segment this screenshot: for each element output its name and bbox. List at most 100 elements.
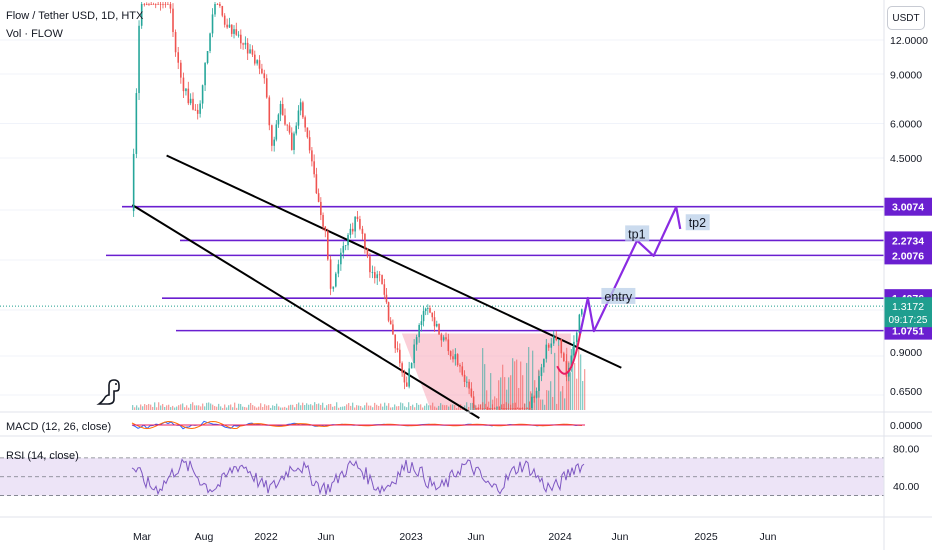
volume-bar xyxy=(568,361,570,410)
candle-body xyxy=(253,54,256,64)
volume-bar xyxy=(232,407,234,410)
volume-bar xyxy=(476,407,478,410)
volume-bar xyxy=(328,404,330,410)
volume-bar xyxy=(544,404,546,410)
annotation-box xyxy=(685,214,710,231)
volume-bar xyxy=(372,407,374,410)
rsi-legend[interactable]: RSI (14, close) xyxy=(6,450,79,462)
volume-bar xyxy=(154,402,156,410)
candle-body xyxy=(271,125,273,146)
candle-body xyxy=(244,42,247,45)
candle-body xyxy=(223,15,226,25)
volume-bar xyxy=(582,381,584,410)
volume-bar xyxy=(356,405,358,410)
candle-body xyxy=(531,396,533,408)
volume-bar xyxy=(484,364,486,410)
volume-bar xyxy=(178,405,180,410)
macd-legend[interactable]: MACD (12, 26, close) xyxy=(6,421,112,433)
time-tick-label: Jun xyxy=(468,531,485,543)
candle-body xyxy=(284,115,286,125)
volume-bar xyxy=(196,405,198,410)
volume-bar xyxy=(426,403,428,410)
candle-body xyxy=(431,312,434,318)
volume-bar xyxy=(410,405,412,410)
candle-body xyxy=(383,284,386,295)
volume-bar xyxy=(242,406,244,410)
volume-bar xyxy=(392,407,394,410)
volume-bar xyxy=(198,405,200,410)
candle-body xyxy=(249,49,251,54)
volume-bar xyxy=(554,352,556,410)
volume-bar xyxy=(136,405,138,410)
candle-body xyxy=(351,228,354,232)
candle-body xyxy=(150,4,152,5)
volume-bar xyxy=(346,404,348,410)
volume-bar xyxy=(436,407,438,410)
candle-body xyxy=(344,245,347,247)
volume-bar xyxy=(370,405,372,410)
volume-bar xyxy=(352,402,354,410)
level-price-tag xyxy=(884,246,932,265)
volume-bar xyxy=(290,404,292,410)
volume-bar xyxy=(576,378,578,410)
volume-bar xyxy=(240,404,242,410)
candle-body xyxy=(329,259,332,289)
volume-bar xyxy=(216,406,218,410)
time-tick-label: Jun xyxy=(612,531,629,543)
candle-body xyxy=(189,98,192,104)
candle-body xyxy=(164,4,167,5)
time-tick-label: 2023 xyxy=(399,531,423,543)
volume-bar xyxy=(464,405,466,410)
candle-body xyxy=(324,226,327,232)
candle-body xyxy=(447,339,450,352)
candle-body xyxy=(489,408,491,409)
volume-bar xyxy=(288,405,290,410)
volume-legend[interactable]: Vol · FLOW xyxy=(6,28,63,40)
volume-bar xyxy=(508,377,510,410)
candle-body xyxy=(427,308,429,309)
level-price-label: 2.0076 xyxy=(892,250,924,262)
annotation-box xyxy=(601,287,636,304)
candle-body xyxy=(327,231,329,260)
volume-bar xyxy=(158,402,160,410)
volume-bar xyxy=(438,405,440,410)
candle-body xyxy=(410,363,413,369)
volume-bar xyxy=(578,347,580,410)
candle-body xyxy=(535,390,538,398)
volume-bar xyxy=(260,403,262,410)
volume-bar xyxy=(300,405,302,410)
candle-body xyxy=(221,5,224,16)
candle-body xyxy=(442,337,445,341)
candle-body xyxy=(211,14,214,34)
volume-bar xyxy=(278,406,280,410)
candle-body xyxy=(415,337,418,345)
volume-bar xyxy=(140,404,142,410)
volume-bar xyxy=(282,407,284,410)
volume-bar xyxy=(224,404,226,410)
candle-body xyxy=(477,408,479,409)
volume-bar xyxy=(188,407,190,410)
symbol-legend[interactable]: Flow / Tether USD, 1D, HTX xyxy=(6,10,144,22)
candle-body xyxy=(143,4,146,5)
candle-body xyxy=(374,272,376,279)
volume-bar xyxy=(488,401,490,410)
candle-body xyxy=(470,388,473,397)
candle-body xyxy=(332,286,335,289)
currency-button[interactable]: USDT xyxy=(887,6,925,30)
volume-bar xyxy=(428,405,430,410)
candle-body xyxy=(361,228,364,234)
current-price-label: 1.3172 xyxy=(892,301,924,313)
candle-body xyxy=(313,161,315,175)
annotation-label: entry xyxy=(604,290,633,304)
candle-body xyxy=(167,4,169,5)
level-price-label: 2.2734 xyxy=(892,235,924,247)
volume-bar xyxy=(526,362,528,410)
annotation-label: tp1 xyxy=(628,227,645,241)
candle-body xyxy=(449,351,452,357)
candle-body xyxy=(509,408,512,409)
time-tick-label: 2025 xyxy=(694,531,718,543)
volume-bar xyxy=(362,407,364,410)
candle-body xyxy=(214,4,216,15)
recovery-curve xyxy=(556,333,582,375)
